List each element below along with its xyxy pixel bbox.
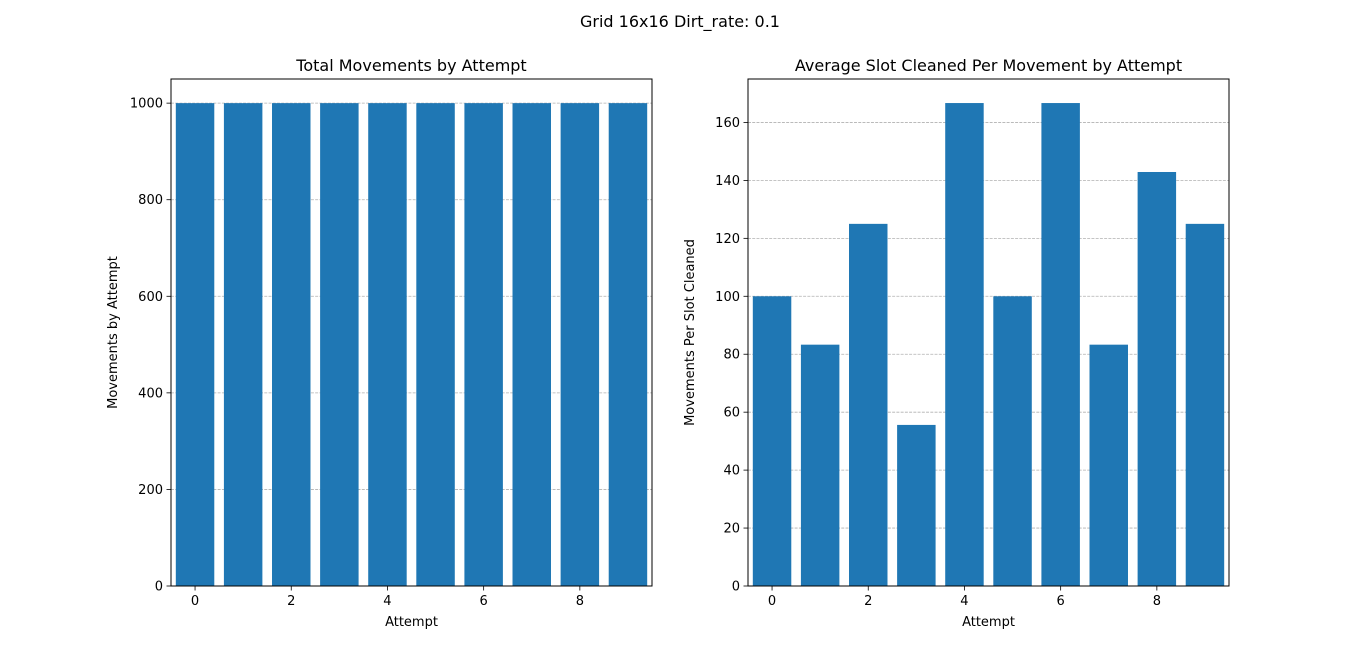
bar xyxy=(464,103,503,587)
bar xyxy=(416,103,455,587)
y-tick-label: 160 xyxy=(715,116,740,131)
x-axis-label: Attempt xyxy=(962,615,1015,630)
chart-title: Average Slot Cleaned Per Movement by Att… xyxy=(795,56,1182,75)
bar xyxy=(752,296,792,586)
y-tick-label: 120 xyxy=(715,232,740,247)
x-tick-label: 4 xyxy=(960,594,968,609)
bar xyxy=(608,103,648,587)
x-tick-label: 8 xyxy=(1153,594,1161,609)
y-tick-label: 800 xyxy=(138,193,163,208)
bar xyxy=(945,103,984,586)
x-tick-label: 0 xyxy=(191,594,199,609)
bar xyxy=(1089,344,1128,586)
bar xyxy=(1137,171,1177,586)
x-axis-label: Attempt xyxy=(385,615,438,630)
y-axis-label: Movements by Attempt xyxy=(106,256,121,409)
bar xyxy=(512,103,551,587)
bar xyxy=(560,103,600,587)
y-tick-label: 80 xyxy=(723,348,740,363)
axes-frame xyxy=(747,78,1230,587)
figure-suptitle: Grid 16x16 Dirt_rate: 0.1 xyxy=(580,12,780,32)
bar xyxy=(1041,103,1080,586)
bar xyxy=(800,344,840,586)
y-tick-label: 0 xyxy=(155,580,163,595)
bar xyxy=(368,103,407,587)
y-tick-label: 140 xyxy=(715,174,740,189)
y-axis-label: Movements Per Slot Cleaned xyxy=(683,239,698,426)
axes-frame xyxy=(170,78,653,587)
bar xyxy=(223,103,263,587)
y-tick-label: 600 xyxy=(138,290,163,305)
x-tick-label: 0 xyxy=(768,594,776,609)
bar xyxy=(849,223,888,586)
y-tick-label: 200 xyxy=(138,483,163,498)
chart-total-movements: 0 2 4 6 8 0 200 400 600 800 1000 Total Movements by… xyxy=(106,56,653,630)
x-tick-label: 6 xyxy=(480,594,488,609)
bar xyxy=(993,296,1032,586)
y-tick-label: 100 xyxy=(715,290,740,305)
y-tick-label: 40 xyxy=(723,464,740,479)
x-tick-label: 8 xyxy=(576,594,584,609)
x-tick-label: 4 xyxy=(383,594,391,609)
bar xyxy=(1185,223,1225,586)
bar xyxy=(320,103,359,587)
y-tick-label: 400 xyxy=(138,386,163,401)
y-tick-label: 60 xyxy=(723,406,740,421)
bar xyxy=(272,103,311,587)
y-tick-label: 20 xyxy=(723,522,740,537)
chart-title: Total Movements by Attempt xyxy=(295,56,526,75)
bar xyxy=(175,103,215,587)
bar xyxy=(897,424,936,586)
x-tick-label: 2 xyxy=(287,594,295,609)
y-tick-label: 0 xyxy=(732,580,740,595)
y-tick-label: 1000 xyxy=(130,97,163,112)
x-tick-label: 6 xyxy=(1057,594,1065,609)
x-tick-label: 2 xyxy=(864,594,872,609)
